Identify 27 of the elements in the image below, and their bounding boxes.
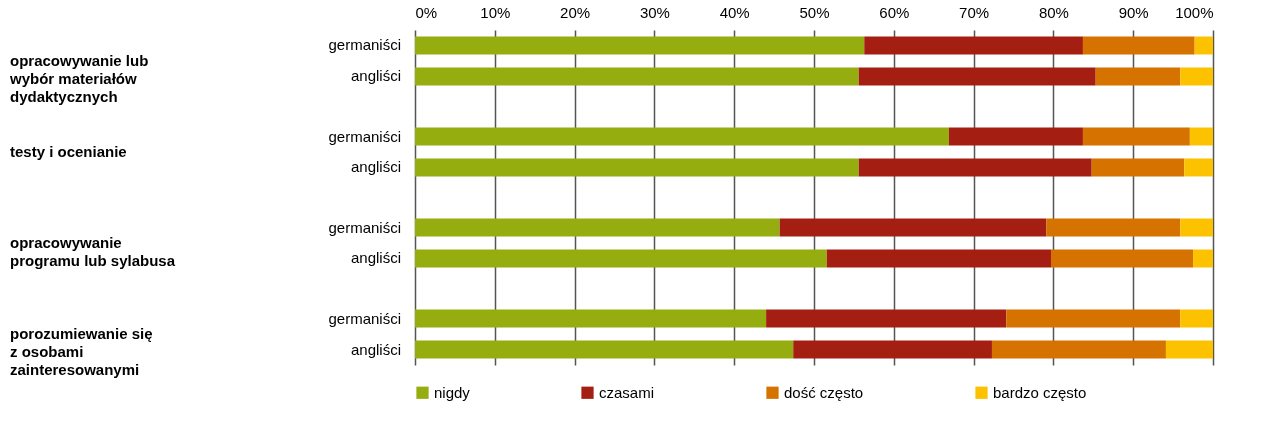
x-tick-label: 30%	[639, 3, 670, 21]
y-tick-label: germaniści	[328, 36, 401, 54]
x-tick-label: 0%	[415, 3, 438, 21]
legend-label: nigdy	[434, 383, 471, 401]
legend-label: czasami	[599, 383, 655, 401]
x-tick-label: 90%	[1118, 3, 1149, 21]
y-tick-label: angliści	[350, 340, 401, 358]
text: opracowywanie lub wybór materiałów dydaktycznych	[9, 51, 149, 105]
text: testy i ocenianie	[10, 142, 127, 160]
y-tick-label: germaniści	[328, 309, 401, 327]
x-tick-label: 10%	[480, 3, 511, 21]
legend-label: dość często	[784, 383, 864, 401]
text: porozumiewanie się z osobami zainteresowanymi	[10, 325, 153, 379]
x-tick-label: 20%	[560, 3, 591, 21]
x-tick-label: 60%	[879, 3, 910, 21]
y-tick-label: angliści	[350, 67, 401, 85]
x-tick-label: 50%	[799, 3, 830, 21]
text: opracowywanie programu lub sylabusa	[10, 234, 176, 270]
y-tick-label: angliści	[350, 158, 401, 176]
y-tick-label: germaniści	[328, 218, 401, 236]
x-tick-label: 70%	[959, 3, 990, 21]
x-tick-label: 100%	[1175, 3, 1214, 21]
legend-label: bardzo często	[993, 383, 1087, 401]
x-tick-label: 80%	[1038, 3, 1069, 21]
y-tick-label: angliści	[350, 249, 401, 267]
y-tick-label: germaniści	[328, 127, 401, 145]
x-tick-label: 40%	[719, 3, 750, 21]
